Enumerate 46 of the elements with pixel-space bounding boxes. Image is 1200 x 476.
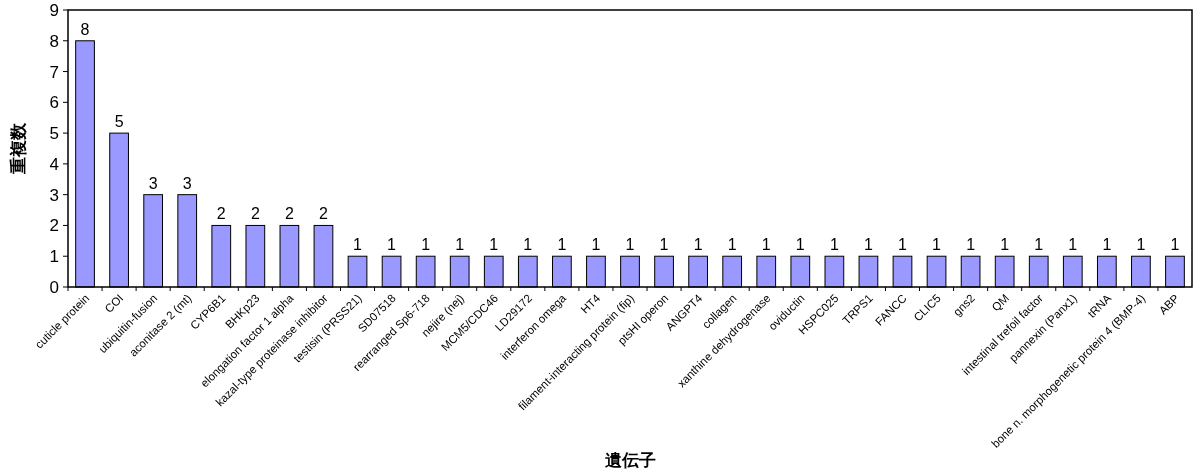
data-label: 1 xyxy=(353,236,363,254)
data-label: 3 xyxy=(182,174,192,192)
y-tick-label: 5 xyxy=(49,124,59,144)
y-tick-label: 0 xyxy=(49,278,59,297)
data-label: 1 xyxy=(387,236,397,254)
y-tick-label: 2 xyxy=(49,216,59,236)
data-label: 1 xyxy=(1000,236,1010,254)
data-label: 2 xyxy=(216,205,226,223)
y-tick-label: 4 xyxy=(49,154,59,174)
y-tick-label: 8 xyxy=(49,31,59,51)
y-tick-label: 3 xyxy=(49,185,59,205)
data-label: 1 xyxy=(489,236,499,254)
data-label: 1 xyxy=(659,236,669,254)
data-label: 1 xyxy=(863,236,873,254)
data-label: 8 xyxy=(80,20,90,38)
y-axis-title: 重複数 xyxy=(9,122,28,175)
x-axis-title: 遺伝子 xyxy=(604,451,656,470)
data-label: 1 xyxy=(898,236,908,254)
data-label: 2 xyxy=(250,205,260,223)
data-label: 2 xyxy=(319,205,328,223)
data-label: 1 xyxy=(795,236,805,254)
y-tick-label: 9 xyxy=(49,1,59,20)
data-label: 1 xyxy=(1136,236,1146,254)
data-label: 1 xyxy=(829,236,839,254)
data-label: 1 xyxy=(1068,236,1078,254)
y-tick-label: 1 xyxy=(49,247,59,267)
data-label: 1 xyxy=(625,236,635,254)
data-label: 1 xyxy=(727,236,737,254)
data-label: 2 xyxy=(284,205,294,223)
data-label: 1 xyxy=(966,236,976,254)
data-label: 5 xyxy=(114,113,124,131)
data-label: 1 xyxy=(761,236,771,254)
x-tick-label: QM xyxy=(989,291,1012,314)
y-tick-label: 7 xyxy=(49,62,59,82)
data-label: 1 xyxy=(693,236,703,254)
data-label: 3 xyxy=(148,174,158,192)
data-label: 1 xyxy=(591,236,601,254)
data-label: 1 xyxy=(455,236,465,254)
data-label: 1 xyxy=(523,236,533,254)
data-label: 1 xyxy=(1034,236,1044,254)
data-label: 1 xyxy=(932,236,942,254)
data-label: 1 xyxy=(1170,236,1180,254)
data-label: 1 xyxy=(557,236,567,254)
data-label: 1 xyxy=(421,236,431,254)
y-tick-label: 6 xyxy=(49,93,59,113)
data-label: 1 xyxy=(1102,236,1112,254)
